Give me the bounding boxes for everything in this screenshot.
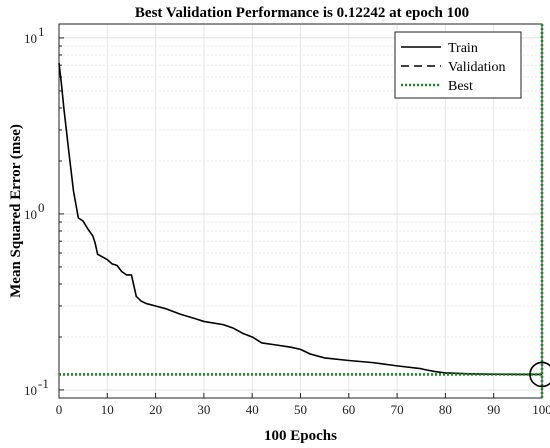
- train-line: [58, 62, 543, 376]
- x-tick-label: 0: [56, 402, 63, 417]
- best-point-marker: [529, 361, 550, 388]
- chart-title: Best Validation Performance is 0.12242 a…: [135, 5, 469, 21]
- x-tick-label: 100: [532, 402, 550, 417]
- legend-train-label: Train: [448, 41, 478, 56]
- x-tick-label: 90: [487, 402, 500, 417]
- x-tick-label: 50: [294, 402, 307, 417]
- y-tick-label: 10: [24, 383, 37, 398]
- y-tick-label: 10: [24, 31, 37, 46]
- x-tick-label: 60: [342, 402, 355, 417]
- x-tick-label: 40: [246, 402, 259, 417]
- x-axis-label: 100 Epochs: [264, 428, 337, 444]
- legend-validation-label: Validation: [448, 60, 506, 75]
- y-tick-label: 10: [24, 207, 37, 222]
- series-layer: [58, 24, 550, 398]
- legend-best-label: Best: [448, 79, 473, 94]
- y-tick-exponent: 1: [38, 24, 45, 39]
- x-tick-label: 20: [149, 402, 162, 417]
- x-tick-label: 10: [101, 402, 114, 417]
- y-axis-label: Mean Squared Error (mse): [8, 124, 24, 298]
- x-tick-label: 70: [391, 402, 404, 417]
- x-tick-label: 80: [439, 402, 452, 417]
- legend-box: [394, 31, 522, 99]
- legend: Train Validation Best: [394, 31, 522, 99]
- y-tick-exponent: 0: [38, 200, 45, 215]
- x-tick-label: 30: [197, 402, 210, 417]
- y-tick-exponent: -1: [38, 376, 49, 391]
